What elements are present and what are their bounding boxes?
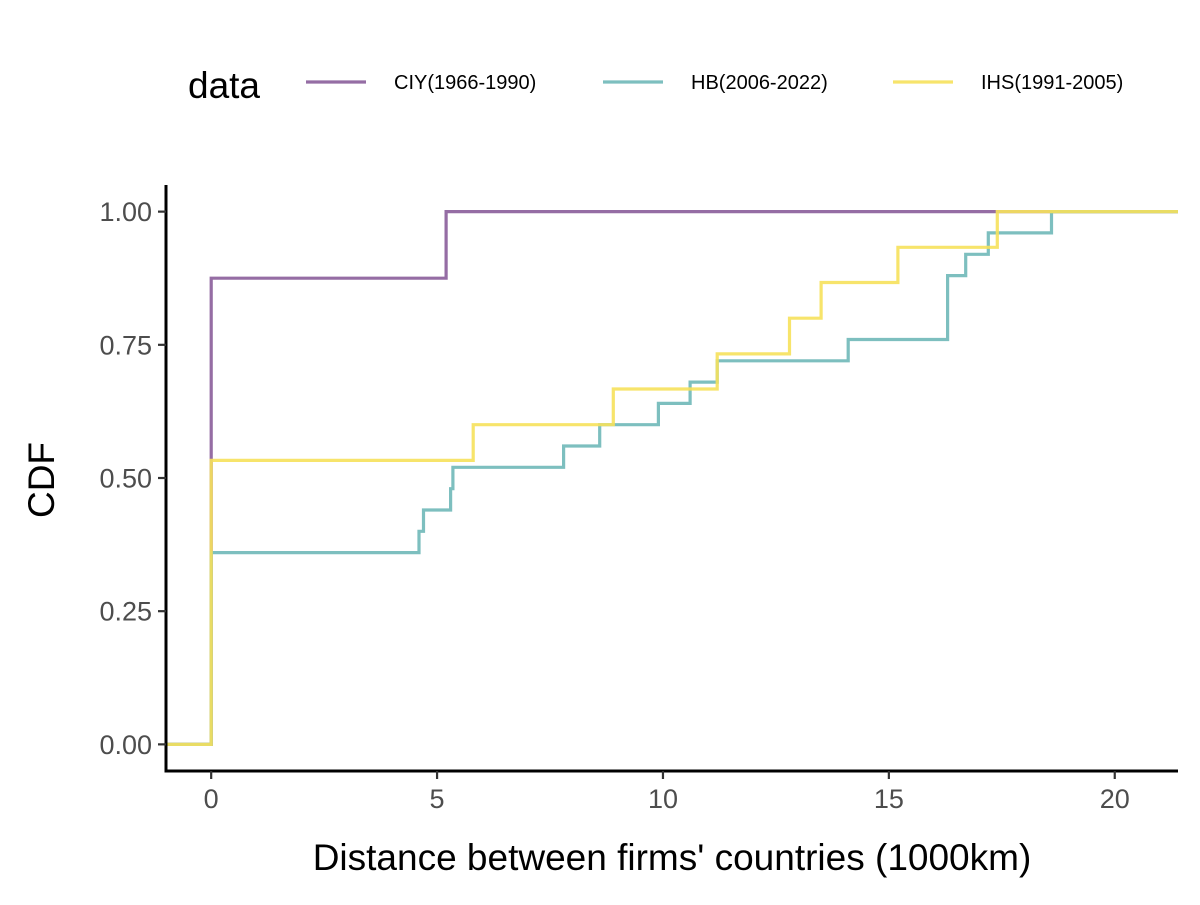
plot-series <box>166 210 1178 746</box>
x-tick-label: 20 <box>1100 784 1130 814</box>
series-line-0 <box>166 210 1178 746</box>
x-axis-title: Distance between firms' countries (1000k… <box>313 837 1032 878</box>
y-tick-label: 1.00 <box>99 197 152 227</box>
series-line-1 <box>166 210 1178 746</box>
legend-label-0: CIY(1966-1990) <box>394 72 536 94</box>
y-tick-label: 0.50 <box>99 464 152 494</box>
legend-label-2: IHS(1991-2005) <box>981 72 1123 94</box>
legend-title: data <box>188 65 260 106</box>
y-tick-label: 0.00 <box>99 730 152 760</box>
legend: data CIY(1966-1990) HB(2006-2022) IHS(1991… <box>188 65 1123 106</box>
series-line-2 <box>166 210 1178 746</box>
x-tick-label: 15 <box>874 784 904 814</box>
axes: 0.00 0.25 0.50 0.75 1.00 0 5 10 15 20 <box>99 185 1178 814</box>
x-tick-label: 10 <box>648 784 678 814</box>
x-tick-label: 0 <box>204 784 219 814</box>
legend-label-1: HB(2006-2022) <box>691 72 828 94</box>
y-tick-label: 0.75 <box>99 330 152 360</box>
x-tick-label: 5 <box>430 784 445 814</box>
y-axis-title: CDF <box>21 442 62 518</box>
y-tick-label: 0.25 <box>99 597 152 627</box>
